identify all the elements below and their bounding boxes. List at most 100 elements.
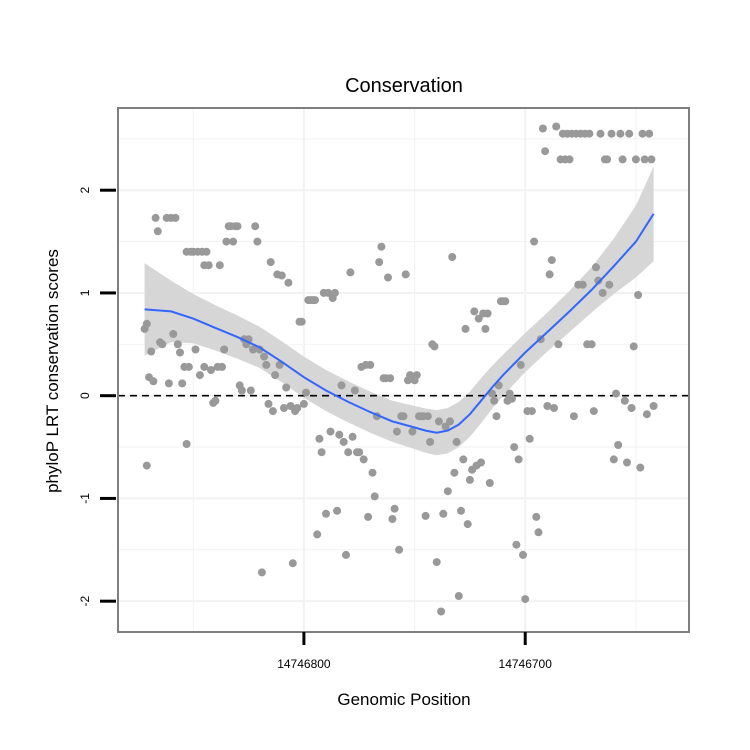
data-point bbox=[603, 155, 612, 164]
data-point bbox=[299, 399, 308, 408]
data-point bbox=[532, 512, 541, 521]
data-point bbox=[625, 129, 634, 138]
data-point bbox=[375, 258, 384, 267]
data-point bbox=[585, 129, 594, 138]
data-point bbox=[359, 455, 368, 464]
data-point bbox=[266, 258, 275, 267]
data-point bbox=[280, 404, 288, 412]
grid-lines bbox=[118, 108, 689, 632]
data-point bbox=[149, 377, 158, 386]
data-point bbox=[645, 129, 654, 138]
data-point bbox=[623, 458, 631, 467]
data-point bbox=[629, 342, 638, 351]
data-point bbox=[282, 383, 291, 392]
data-point bbox=[211, 396, 220, 405]
panel-border bbox=[117, 107, 690, 633]
data-point bbox=[457, 506, 465, 515]
data-point bbox=[485, 479, 494, 487]
data-point bbox=[565, 155, 574, 164]
chart-title: Conservation bbox=[345, 75, 463, 97]
data-point bbox=[222, 237, 231, 246]
data-point bbox=[176, 348, 184, 357]
data-point bbox=[392, 427, 401, 436]
confidence-band bbox=[144, 166, 654, 456]
data-point bbox=[377, 242, 386, 251]
data-point bbox=[450, 468, 459, 477]
data-point bbox=[538, 124, 547, 133]
data-point bbox=[620, 396, 629, 405]
data-point bbox=[525, 434, 534, 443]
data-point bbox=[390, 504, 399, 513]
data-point bbox=[264, 399, 273, 408]
data-point bbox=[364, 512, 373, 521]
data-point bbox=[448, 253, 457, 261]
data-point bbox=[642, 410, 651, 419]
data-point bbox=[530, 237, 539, 246]
data-point bbox=[178, 379, 187, 388]
data-point bbox=[461, 324, 470, 333]
data-point bbox=[313, 530, 322, 539]
data-point bbox=[534, 528, 543, 537]
data-point bbox=[324, 288, 333, 297]
data-point bbox=[147, 347, 156, 356]
data-point bbox=[297, 317, 306, 326]
data-point bbox=[516, 360, 525, 369]
data-point bbox=[200, 362, 209, 371]
data-point bbox=[218, 362, 226, 371]
data-point bbox=[370, 492, 379, 501]
y-tick-label: 0 bbox=[78, 392, 92, 399]
data-point bbox=[452, 437, 461, 446]
data-point bbox=[543, 402, 552, 410]
data-point bbox=[605, 280, 614, 289]
data-point bbox=[275, 360, 284, 369]
data-point bbox=[158, 340, 167, 349]
data-point bbox=[634, 291, 643, 299]
data-point bbox=[395, 545, 404, 554]
smooth-fit-line bbox=[144, 213, 655, 434]
data-point bbox=[251, 222, 260, 231]
data-point bbox=[169, 330, 178, 338]
data-point bbox=[311, 296, 319, 305]
data-point bbox=[339, 437, 348, 446]
data-point bbox=[342, 550, 350, 559]
data-point bbox=[512, 540, 521, 549]
data-point bbox=[366, 360, 375, 369]
data-point bbox=[618, 155, 627, 164]
data-point bbox=[459, 455, 468, 464]
y-tick-label: -2 bbox=[78, 596, 92, 607]
data-point bbox=[164, 379, 173, 388]
confidence-band-group bbox=[144, 166, 654, 456]
data-point bbox=[173, 340, 182, 349]
data-point bbox=[233, 222, 242, 231]
data-point bbox=[257, 568, 266, 577]
data-point bbox=[215, 261, 224, 270]
data-point bbox=[412, 371, 421, 380]
x-tick-label: 14746800 bbox=[277, 657, 331, 671]
data-point bbox=[350, 386, 359, 395]
data-point bbox=[249, 345, 257, 354]
data-point bbox=[271, 371, 280, 380]
data-point bbox=[547, 256, 556, 265]
data-point bbox=[399, 412, 408, 421]
data-point bbox=[346, 268, 355, 277]
data-point bbox=[541, 147, 550, 156]
data-point bbox=[384, 273, 392, 282]
data-point bbox=[337, 381, 346, 390]
data-point bbox=[368, 468, 377, 477]
data-point bbox=[315, 434, 324, 443]
data-point bbox=[348, 432, 357, 441]
data-point bbox=[430, 342, 439, 351]
data-point bbox=[527, 407, 536, 416]
data-point bbox=[488, 389, 496, 398]
data-point bbox=[293, 404, 302, 412]
data-point bbox=[317, 448, 326, 457]
data-point bbox=[594, 276, 603, 285]
data-point bbox=[550, 404, 558, 412]
data-point bbox=[649, 402, 658, 410]
data-point bbox=[501, 297, 510, 306]
data-point bbox=[552, 122, 561, 131]
data-point bbox=[507, 394, 516, 403]
data-point bbox=[545, 270, 554, 279]
data-point bbox=[437, 607, 446, 616]
